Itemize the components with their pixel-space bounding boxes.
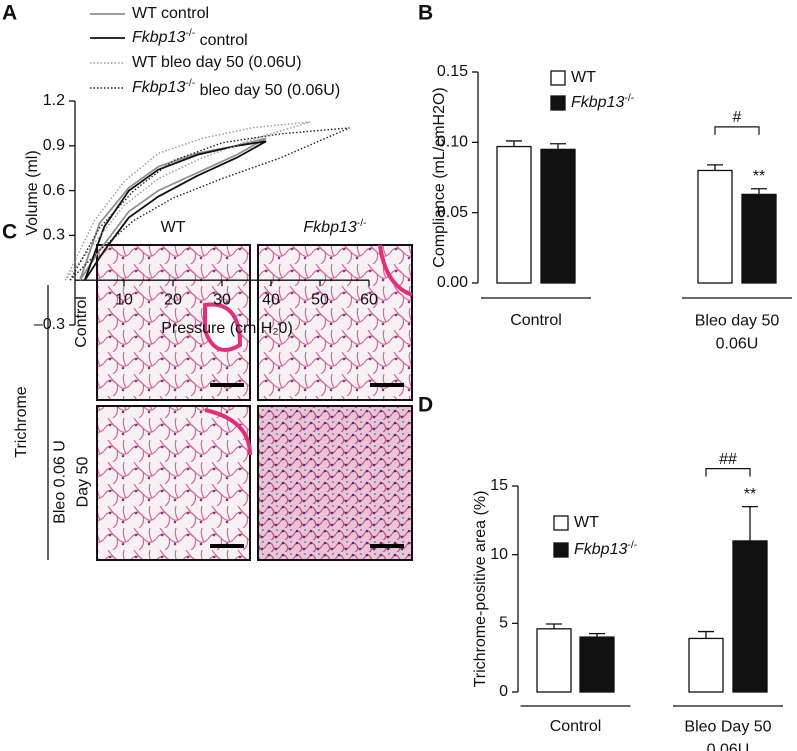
bar (496, 145, 532, 284)
column-label: Fkbp13-/- (303, 218, 366, 237)
y-tick-label: 0.05 (437, 204, 468, 221)
y-tick-label: 1.2 (43, 92, 65, 109)
x-tick-label: 50 (311, 291, 329, 308)
y-tick-label: 0.9 (43, 137, 65, 154)
annotation: ** (744, 486, 756, 503)
column-label: WT (161, 219, 186, 236)
series-line (69, 127, 350, 281)
x-tick-label: Control (550, 718, 602, 735)
y-tick-label: 15 (490, 477, 508, 494)
y-tick-label: 0.10 (437, 134, 468, 151)
panel-label: A (2, 2, 17, 25)
y-tick-label: –0.3 (34, 316, 65, 333)
vessel (378, 244, 413, 297)
legend-label: Fkbp13-/- (574, 540, 637, 559)
error-bar (742, 505, 758, 541)
vessel (203, 302, 243, 352)
x-tick-label: 60 (360, 291, 378, 308)
legend-label: Fkbp13-/- bleo day 50 (0.06U) (132, 78, 340, 99)
legend-label: Fkbp13-/- control (132, 28, 248, 49)
x-tick-label: 10 (115, 291, 133, 308)
significance-bracket (705, 468, 751, 477)
x-tick-label: Bleo Day 50 0.06U (684, 719, 771, 751)
x-tick-label: 20 (164, 291, 182, 308)
series-line (79, 137, 267, 281)
legend-swatch (550, 70, 566, 86)
y-tick-label: 10 (490, 546, 508, 563)
series-line (64, 121, 311, 281)
error-bar (698, 630, 714, 639)
row-label: Bleo 0.06 U Day 50 (52, 440, 92, 524)
legend-label: WT (571, 69, 596, 86)
error-bar (751, 188, 767, 195)
y-tick-label: 5 (499, 615, 508, 632)
micrograph (257, 405, 413, 561)
bar (688, 637, 724, 693)
bar (579, 636, 615, 693)
y-axis-label: Trichrome-positive area (%) (472, 491, 489, 688)
panel-label: C (2, 221, 17, 244)
error-bar (546, 623, 562, 629)
legend-label: WT (574, 514, 599, 531)
y-axis-label: Volume (ml) (24, 150, 41, 235)
bar (741, 193, 777, 284)
vessel (204, 408, 252, 456)
bar (732, 540, 768, 693)
legend-label: Fkbp13-/- (571, 93, 634, 112)
x-tick-label: 30 (213, 291, 231, 308)
x-tick-label: Control (510, 312, 562, 329)
legend-label: WT bleo day 50 (0.06U) (132, 54, 302, 71)
y-tick-label: 0.15 (437, 63, 468, 80)
error-bar (550, 143, 566, 150)
x-axis-label: Pressure (cm H₂0) (161, 320, 293, 337)
row-label: Control (73, 296, 90, 348)
x-tick-label: Bleo day 50 0.06U (695, 313, 780, 353)
error-bar (589, 632, 605, 638)
annotation: # (733, 109, 742, 126)
bar (536, 628, 572, 693)
x-tick-label: 40 (262, 291, 280, 308)
micrograph (96, 405, 251, 561)
legend-swatch (550, 95, 566, 111)
histology-panel: WT Fkbp13-/- Control Bleo 0.06 U Day 50 T… (13, 218, 413, 561)
bar (540, 148, 576, 284)
legend-label: WT control (132, 5, 209, 22)
y-axis-label: Compliance (mL/cmH2O) (431, 87, 448, 267)
y-tick-label: 0.3 (43, 227, 65, 244)
error-bar (506, 140, 522, 147)
panel-label: D (418, 394, 433, 417)
panel-label: B (418, 2, 433, 25)
bar (697, 169, 733, 284)
y-tick-label: 0.00 (437, 274, 468, 291)
annotation: ## (719, 451, 737, 468)
stain-label: Trichrome (13, 386, 30, 458)
y-tick-label: 0.6 (43, 182, 65, 199)
legend-swatch (553, 542, 569, 558)
error-bar (707, 164, 723, 171)
y-tick-label: 0 (499, 683, 508, 700)
series-line (83, 140, 267, 281)
significance-bracket (714, 126, 760, 135)
annotation: ** (753, 168, 765, 185)
legend-swatch (553, 515, 569, 531)
